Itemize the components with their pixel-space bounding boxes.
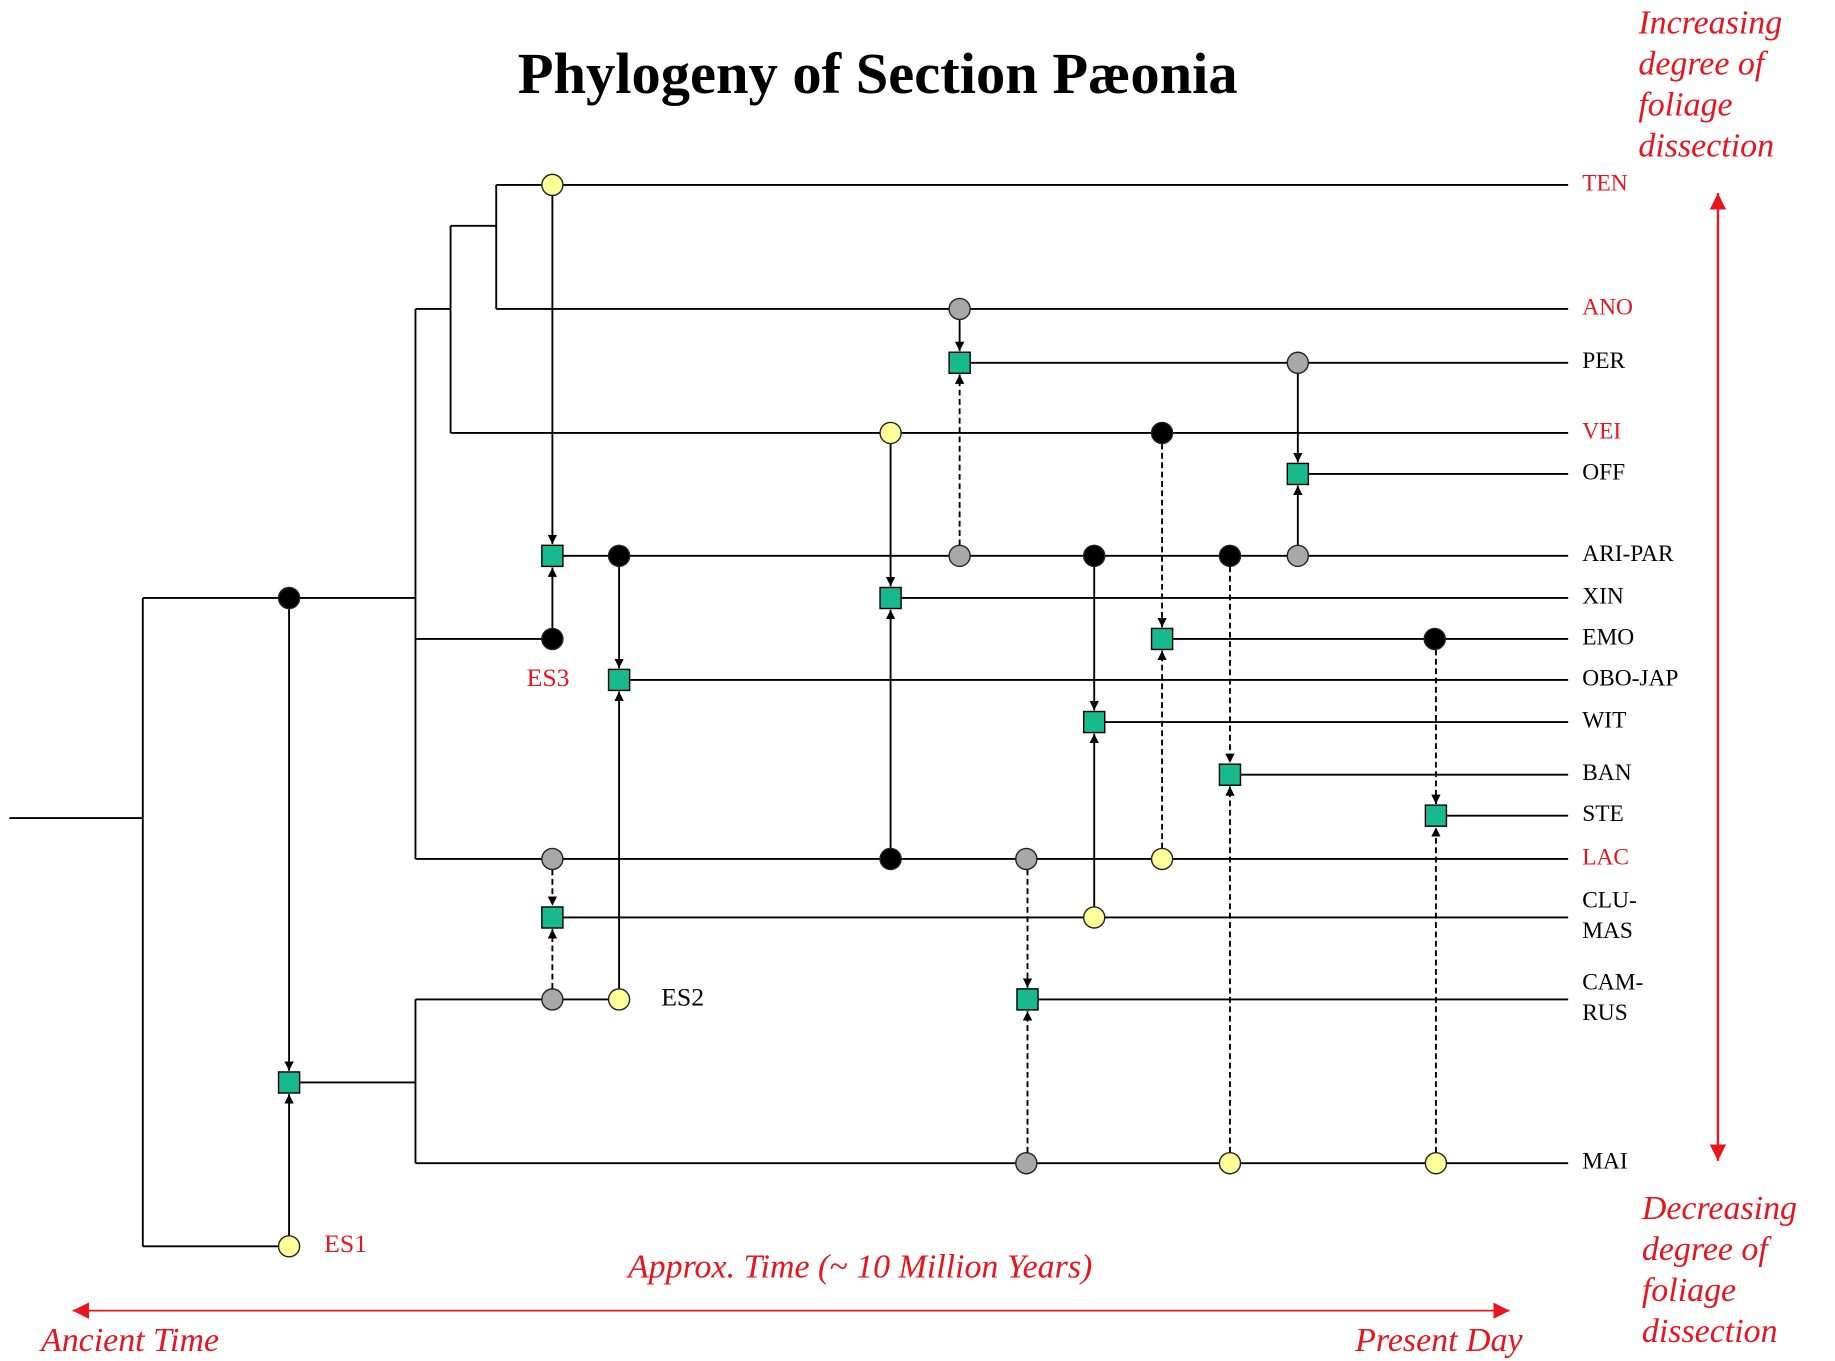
event-label: ES2 (661, 982, 704, 1011)
taxon-label: ARI-PAR (1582, 541, 1674, 567)
node (1218, 1151, 1242, 1175)
node (1150, 847, 1174, 871)
hybrid-node (1286, 462, 1310, 486)
taxon-label: OFF (1582, 459, 1625, 485)
node (1150, 421, 1174, 445)
taxon-label: VEI (1582, 418, 1621, 444)
taxon-label: CLU- (1582, 888, 1637, 914)
node (1082, 906, 1106, 929)
note-line: foliage (1642, 1272, 1736, 1309)
node (541, 173, 564, 197)
note-line: dissection (1638, 127, 1774, 164)
hybrid-node (1082, 710, 1106, 734)
note-line: dissection (1642, 1313, 1778, 1350)
taxon-label: CAM- (1582, 970, 1643, 996)
hybrid-node (1218, 763, 1242, 786)
node (541, 627, 564, 651)
taxon-label: ANO (1582, 294, 1633, 320)
hybrid-node (1150, 627, 1174, 651)
taxon-label: MAI (1582, 1149, 1627, 1175)
taxon-label: TEN (1582, 170, 1628, 196)
taxon-label: MAS (1582, 918, 1633, 944)
time-end: Present Day (1354, 1322, 1523, 1359)
taxon-label: BAN (1582, 760, 1631, 786)
node (541, 847, 564, 871)
time-start: Ancient Time (39, 1322, 219, 1359)
hybrid-node (1424, 804, 1448, 827)
note-line: Decreasing (1641, 1190, 1797, 1227)
event-label: ES1 (324, 1229, 367, 1258)
taxon-label: EMO (1582, 624, 1634, 650)
taxon-label: PER (1582, 348, 1625, 374)
note-line: degree of (1638, 45, 1768, 82)
node (1015, 1151, 1038, 1175)
node (607, 988, 631, 1011)
node (1015, 847, 1038, 871)
node (1082, 544, 1106, 568)
node (1423, 627, 1446, 651)
node (277, 586, 301, 610)
taxon-label: XIN (1582, 583, 1624, 609)
hybrid-node (948, 351, 971, 375)
hybrid-node (541, 544, 564, 568)
taxon-label: WIT (1582, 707, 1626, 733)
node (879, 847, 902, 871)
node (1286, 544, 1310, 568)
time-label: Approx. Time (~ 10 Million Years) (626, 1249, 1092, 1286)
note-line: Increasing (1637, 5, 1782, 42)
event-label: ES3 (527, 663, 570, 692)
note-line: foliage (1638, 86, 1732, 123)
node (948, 297, 971, 321)
taxon-label: OBO-JAP (1582, 665, 1678, 691)
hybrid-node (277, 1071, 301, 1094)
taxon-label: RUS (1582, 1000, 1628, 1026)
hybrid-node (1016, 988, 1039, 1011)
node (1286, 351, 1310, 375)
node (1424, 1151, 1448, 1175)
node (277, 1235, 301, 1258)
hybrid-node (541, 906, 564, 929)
title: Phylogeny of Section Pæonia (518, 41, 1238, 106)
node (1218, 544, 1242, 568)
node (879, 421, 902, 445)
hybrid-node (607, 668, 631, 692)
taxon-label: LAC (1582, 844, 1629, 870)
hybrid-node (879, 586, 902, 610)
node (948, 544, 971, 568)
taxon-label: STE (1582, 801, 1624, 827)
note-line: degree of (1642, 1231, 1772, 1268)
node (607, 544, 631, 568)
node (541, 988, 564, 1011)
